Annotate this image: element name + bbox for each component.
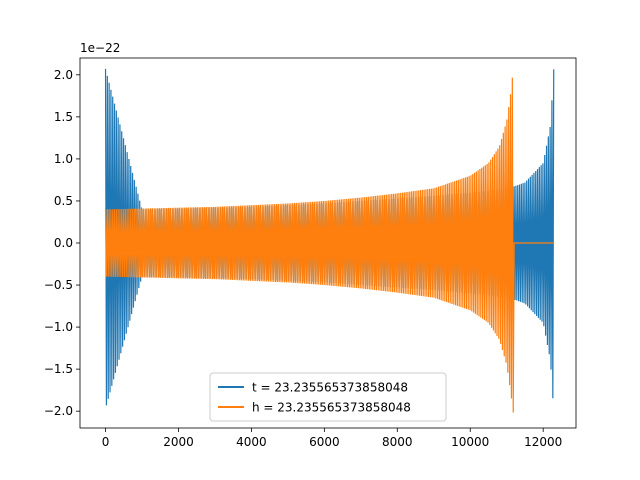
x-tick-label: 2000 <box>163 435 194 449</box>
legend-entry-label: t = 23.235565373858048 <box>252 381 408 395</box>
x-tick-label: 10000 <box>451 435 489 449</box>
series-layer <box>104 68 555 413</box>
y-tick-label: −1.0 <box>44 320 73 334</box>
y-tick-label: −0.5 <box>44 278 73 292</box>
y-tick-label: 0.0 <box>54 236 73 250</box>
legend: t = 23.235565373858048 h = 23.23556537385… <box>209 372 447 422</box>
x-tick-label: 8000 <box>382 435 413 449</box>
x-tick-label: 12000 <box>524 435 562 449</box>
legend-box <box>209 372 447 422</box>
x-tick-label: 6000 <box>309 435 340 449</box>
x-tick-label: 0 <box>102 435 110 449</box>
x-tick-label: 4000 <box>236 435 267 449</box>
y-axis: −2.0 −1.5 −1.0 −0.5 0.0 0.5 1.0 1.5 2.0 <box>44 68 80 418</box>
y-tick-label: −2.0 <box>44 404 73 418</box>
legend-entry-label: h = 23.235565373858048 <box>252 401 411 415</box>
y-tick-label: 1.5 <box>54 110 73 124</box>
y-tick-label: 2.0 <box>54 68 73 82</box>
series-line-2 <box>104 77 554 413</box>
y-tick-label: 1.0 <box>54 152 73 166</box>
y-tick-label: 0.5 <box>54 194 73 208</box>
y-offset-label: 1e−22 <box>80 41 120 55</box>
y-tick-label: −1.5 <box>44 362 73 376</box>
x-axis: 0 2000 4000 6000 8000 10000 12000 <box>102 428 562 449</box>
